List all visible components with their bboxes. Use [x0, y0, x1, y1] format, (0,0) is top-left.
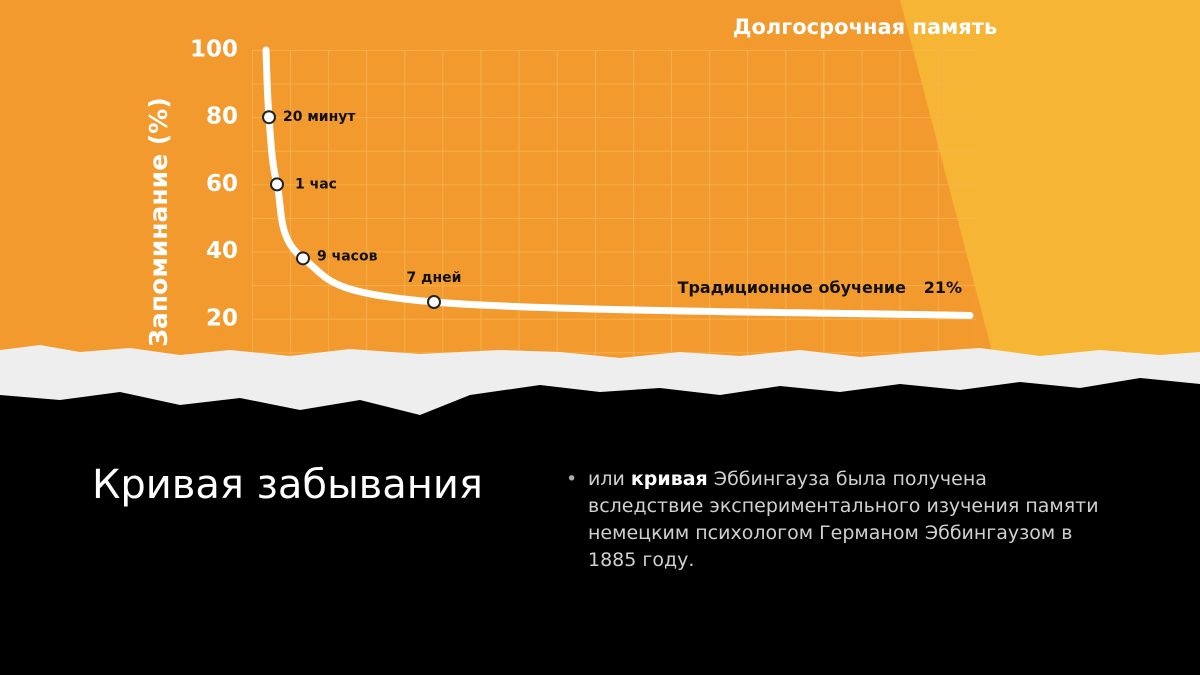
- annotation: Долгосрочная память: [733, 15, 998, 39]
- bullet: • или кривая Эббингауза была получена всл…: [566, 468, 1099, 571]
- bullet-text: или: [588, 468, 625, 490]
- y-tick-label: 100: [190, 37, 238, 63]
- y-tick-label: 60: [206, 171, 238, 197]
- grid: [252, 50, 976, 390]
- y-axis-label: Запоминание (%): [144, 97, 173, 347]
- value-label: 21%: [924, 278, 962, 297]
- point-label: 20 минут: [283, 109, 356, 125]
- point-label: 1 час: [295, 176, 337, 192]
- slide-title: Кривая забывания: [92, 462, 483, 508]
- end-label: Традиционное обучение: [678, 278, 907, 297]
- bullet-bold: кривая: [630, 468, 708, 490]
- y-tick-label: 40: [206, 238, 238, 264]
- point-marker: [296, 251, 310, 266]
- point-label: 9 часов: [317, 248, 378, 264]
- plot: 20 40 60 80 100 20 минут 1 час 9 часов 7 дней 21%…: [190, 37, 974, 331]
- black-panel: [0, 378, 1200, 675]
- point-label: 7 дней: [407, 270, 462, 286]
- bullet-text: Эббингауза была получена вследствие эксп…: [588, 468, 1099, 571]
- point-marker: [427, 295, 441, 309]
- point-marker: [262, 110, 276, 125]
- y-tick-label: 20: [206, 305, 238, 331]
- point-marker: [270, 177, 284, 192]
- y-tick-label: 80: [206, 104, 238, 130]
